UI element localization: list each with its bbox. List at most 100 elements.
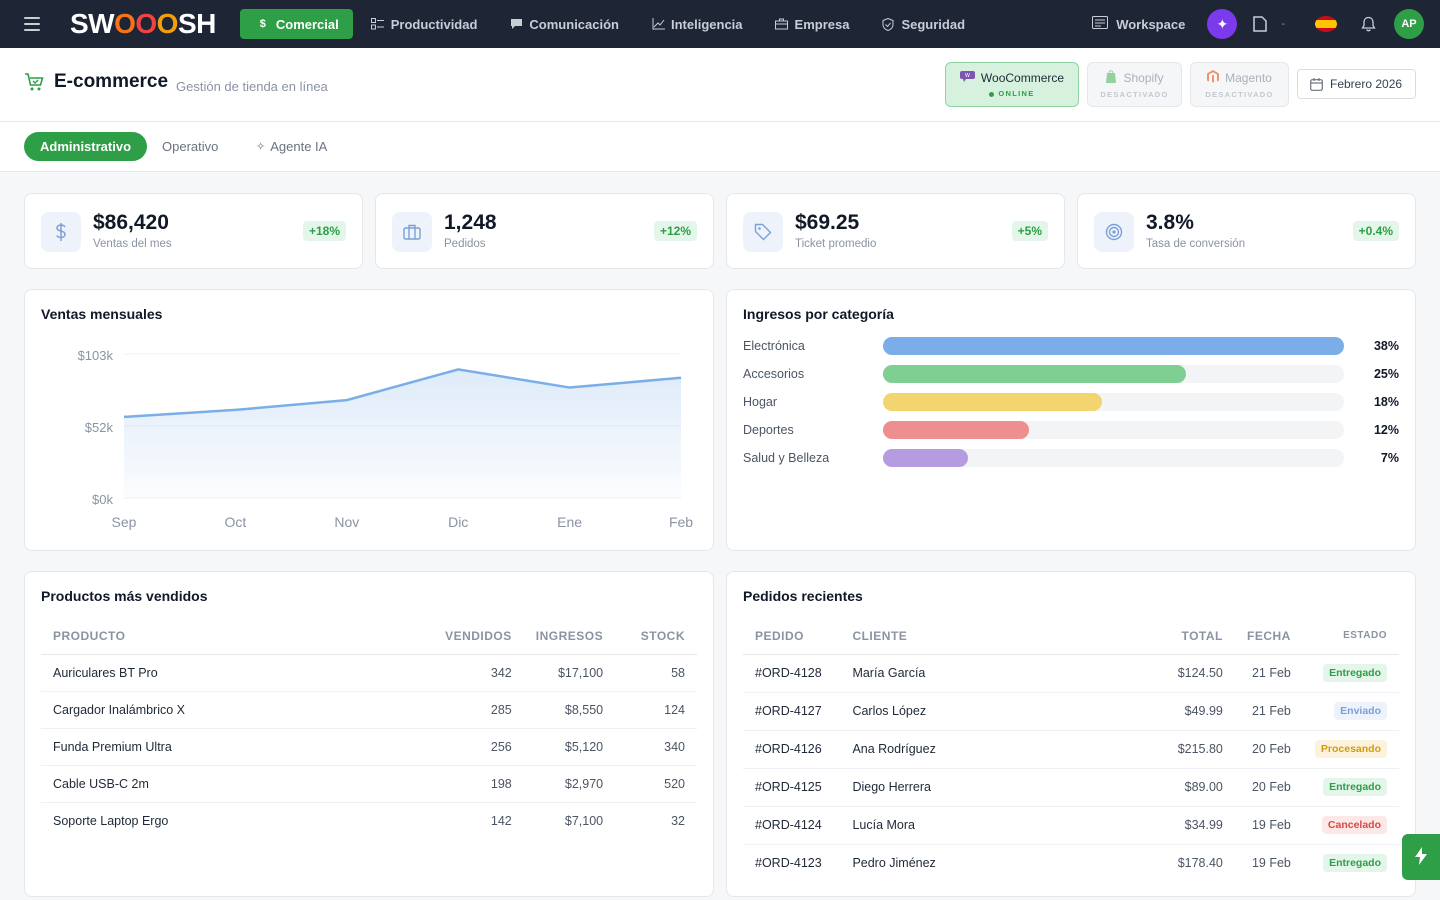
category-row: Deportes 12% [743, 421, 1399, 439]
nav-comunicacion[interactable]: Comunicación [493, 9, 633, 39]
shield-icon [881, 17, 895, 31]
platform-magento[interactable]: Magento DESACTIVADO [1190, 62, 1289, 107]
bell-icon[interactable] [1361, 16, 1376, 32]
nav-productividad[interactable]: Productividad [355, 9, 492, 39]
shopify-icon [1105, 70, 1117, 86]
date-picker-button[interactable]: Febrero 2026 [1297, 69, 1416, 99]
tab-administrativo[interactable]: Administrativo [24, 132, 148, 161]
app-logo[interactable]: SW O O O SH [70, 8, 216, 39]
top-navbar: SW O O O SH $ Comercial Productividad Comunic… [0, 0, 1440, 48]
sales-chart-title: Ventas mensuales [41, 306, 163, 322]
category-row: Hogar 18% [743, 393, 1399, 411]
col-header[interactable]: PEDIDO [743, 618, 841, 655]
category-bar-fill [883, 365, 1187, 383]
x-tick-label: Oct [225, 514, 247, 530]
target-icon [1094, 212, 1134, 252]
table-cell: $215.80 [1135, 730, 1235, 769]
x-tick-label: Ene [557, 514, 582, 530]
table-cell: 342 [423, 654, 524, 692]
quick-action-button[interactable] [1402, 834, 1440, 880]
table-cell: #ORD-4125 [743, 768, 841, 807]
table-row[interactable]: Cargador Inalámbrico X 285 $8,550 124 [41, 691, 697, 729]
briefcase-icon [775, 17, 789, 31]
magento-icon [1207, 70, 1220, 86]
table-cell: #ORD-4124 [743, 806, 841, 845]
x-tick-label: Sep [112, 514, 137, 530]
table-row[interactable]: #ORD-4124 Lucía Mora $34.99 19 Feb Cancelado [743, 806, 1399, 845]
table-row[interactable]: #ORD-4126 Ana Rodríguez $215.80 20 Feb Proce… [743, 730, 1399, 769]
table-row[interactable]: #ORD-4125 Diego Herrera $89.00 20 Feb Entreg… [743, 768, 1399, 807]
workspace-button[interactable]: Workspace [1092, 16, 1185, 32]
table-cell: $89.00 [1135, 768, 1235, 807]
nav-comercial[interactable]: $ Comercial [239, 9, 353, 39]
dollar-icon [41, 212, 81, 252]
table-cell: 21 Feb [1234, 654, 1303, 693]
spain-flag-icon[interactable] [1315, 16, 1337, 32]
platform-woocommerce[interactable]: W WooCommerce ONLINE [945, 62, 1079, 107]
nav-empresa[interactable]: Empresa [759, 9, 864, 39]
table-cell: Carlos López [840, 692, 1136, 731]
table-cell: 520 [615, 765, 697, 803]
checklist-icon [371, 17, 385, 31]
nav-seguridad[interactable]: Seguridad [865, 9, 979, 39]
status-badge: Cancelado [1321, 816, 1387, 834]
chat-icon [509, 17, 523, 31]
col-header[interactable]: STOCK [615, 618, 697, 655]
table-cell: Funda Premium Ultra [41, 728, 424, 766]
ai-sparkle-button[interactable]: ✦ [1207, 9, 1238, 39]
category-bar-track [883, 365, 1344, 383]
nav-inteligencia[interactable]: Inteligencia [635, 9, 757, 39]
table-row[interactable]: #ORD-4127 Carlos López $49.99 21 Feb Enviado [743, 692, 1399, 731]
cart-icon [24, 72, 44, 95]
platform-shopify[interactable]: Shopify DESACTIVADO [1087, 62, 1182, 107]
x-tick-label: Nov [334, 514, 359, 530]
calendar-icon [1310, 77, 1323, 91]
col-header[interactable]: FECHA [1234, 618, 1303, 655]
table-row[interactable]: #ORD-4128 María García $124.50 21 Feb Entreg… [743, 654, 1399, 693]
table-cell: Entregado [1302, 768, 1399, 807]
table-cell: 340 [615, 728, 697, 766]
col-header[interactable]: INGRESOS [523, 618, 616, 655]
kpi-change-badge: +0.4% [1352, 221, 1399, 241]
table-row[interactable]: Soporte Laptop Ergo 142 $7,100 32 [41, 802, 697, 839]
category-bar-track [883, 393, 1344, 411]
col-header[interactable]: PRODUCTO [41, 618, 424, 655]
category-bar-track [883, 337, 1344, 355]
table-row[interactable]: Funda Premium Ultra 256 $5,120 340 [41, 728, 697, 766]
table-cell: 19 Feb [1234, 806, 1303, 845]
tab-operativo[interactable]: Operativo [162, 139, 219, 154]
table-row[interactable]: Auriculares BT Pro 342 $17,100 58 [41, 654, 697, 692]
document-icon[interactable] [1253, 16, 1268, 32]
menu-icon[interactable] [0, 0, 64, 48]
table-cell: Auriculares BT Pro [41, 654, 424, 692]
recent-orders-panel: Pedidos recientes PEDIDO CLIENTE TOTAL F… [726, 571, 1416, 897]
x-tick-label: Feb [669, 514, 693, 530]
sparkle-icon: ✦ [1216, 15, 1229, 32]
col-header[interactable]: VENDIDOS [423, 618, 524, 655]
col-header[interactable]: CLIENTE [840, 618, 1136, 655]
col-header[interactable]: TOTAL [1135, 618, 1235, 655]
top-products-table: PRODUCTO VENDIDOS INGRESOS STOCK Auricul… [41, 618, 697, 839]
table-cell: Cable USB-C 2m [41, 765, 424, 803]
table-row[interactable]: Cable USB-C 2m 198 $2,970 520 [41, 765, 697, 803]
tab-agente-ia[interactable]: ✧ Agente IA [256, 139, 328, 154]
category-bar-track [883, 449, 1344, 467]
kpi-value: 1,248 [444, 211, 497, 234]
kpi-card-pedidos: 1,248 Pedidos +12% [375, 193, 714, 269]
y-tick-label: $0k [92, 492, 113, 507]
kpi-change-badge: +5% [1011, 221, 1048, 241]
category-row: Electrónica 38% [743, 337, 1399, 355]
table-cell: Soporte Laptop Ergo [53, 813, 169, 828]
lightning-icon [1414, 846, 1428, 868]
page-subtitle: Gestión de tienda en línea [176, 79, 328, 94]
woocommerce-icon: W [959, 71, 975, 85]
table-cell: $5,120 [523, 728, 616, 766]
table-cell: Cancelado [1302, 806, 1399, 845]
user-avatar[interactable]: AP [1394, 9, 1424, 39]
category-bar-fill [883, 449, 968, 467]
kpi-value: $69.25 [795, 211, 860, 234]
table-row[interactable]: #ORD-4123 Pedro Jiménez $178.40 19 Feb Entre… [743, 844, 1399, 882]
col-header[interactable]: ESTADO [1302, 618, 1399, 655]
table-cell: $34.99 [1135, 806, 1235, 845]
